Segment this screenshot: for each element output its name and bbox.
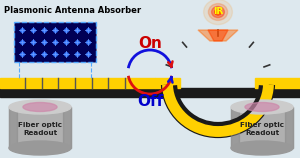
Bar [9, 107, 17, 148]
Ellipse shape [231, 100, 293, 114]
Text: Fiber optic
Readout: Fiber optic Readout [240, 122, 284, 136]
Text: Off: Off [137, 94, 163, 109]
Ellipse shape [215, 9, 221, 15]
Ellipse shape [231, 141, 293, 155]
Bar [231, 107, 293, 148]
Bar [255, 78, 300, 88]
Bar [9, 107, 71, 148]
Ellipse shape [23, 103, 57, 112]
Ellipse shape [9, 141, 71, 155]
Bar [0, 78, 155, 88]
Ellipse shape [208, 4, 228, 20]
Text: On: On [138, 36, 162, 51]
FancyBboxPatch shape [14, 22, 96, 62]
Text: Fiber optic
Readout: Fiber optic Readout [18, 122, 62, 136]
Ellipse shape [212, 6, 224, 18]
Bar [155, 78, 180, 88]
Bar [285, 107, 293, 148]
Bar [0, 88, 155, 97]
Text: Plasmonic Antenna Absorber: Plasmonic Antenna Absorber [4, 6, 141, 15]
Text: IR: IR [213, 7, 223, 16]
Polygon shape [198, 30, 238, 41]
Bar [231, 107, 239, 148]
Ellipse shape [204, 0, 232, 25]
Bar [63, 107, 71, 148]
Polygon shape [208, 30, 228, 41]
Bar [155, 88, 300, 97]
Ellipse shape [215, 9, 221, 15]
Ellipse shape [9, 100, 71, 114]
Ellipse shape [245, 103, 279, 112]
